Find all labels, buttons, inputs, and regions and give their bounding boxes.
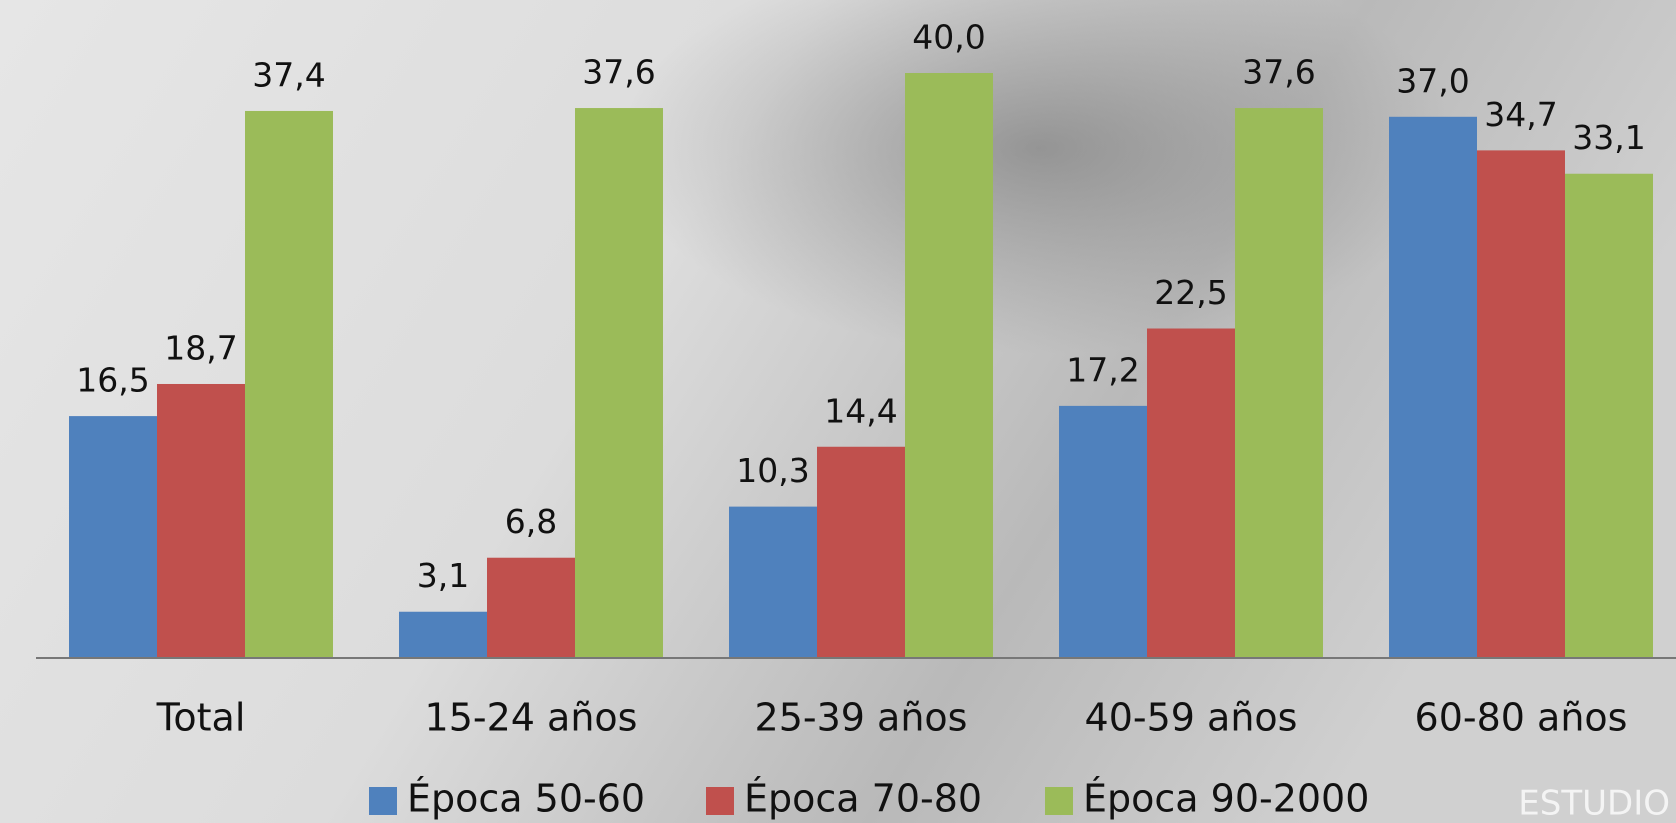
bar — [245, 110, 333, 657]
bar — [1059, 405, 1147, 657]
value-label: 33,1 — [1572, 118, 1645, 157]
legend-swatch — [369, 787, 397, 815]
bar — [1389, 116, 1477, 658]
legend-swatch — [1045, 787, 1073, 815]
bar — [575, 108, 663, 658]
legend-label: Época 90-2000 — [1083, 777, 1369, 821]
x-tick-label: 25-39 años — [755, 696, 968, 740]
value-label: 16,5 — [76, 361, 149, 400]
value-label: 40,0 — [912, 18, 985, 57]
x-tick-label: 15-24 años — [425, 696, 638, 740]
value-label: 37,6 — [1242, 53, 1315, 92]
value-label: 37,6 — [582, 53, 655, 92]
x-tick-label: Total — [156, 696, 246, 740]
x-tick-label: 60-80 años — [1415, 696, 1628, 740]
value-label: 37,0 — [1396, 61, 1469, 100]
value-label: 34,7 — [1484, 95, 1557, 134]
value-label: 22,5 — [1154, 273, 1227, 312]
bar — [157, 383, 245, 657]
bar — [69, 416, 157, 657]
value-label: 10,3 — [736, 451, 809, 490]
bar — [905, 73, 993, 657]
bar — [1147, 328, 1235, 657]
x-tick-label: 40-59 años — [1085, 696, 1298, 740]
bar — [729, 506, 817, 657]
value-label: 37,4 — [252, 55, 325, 94]
bar — [399, 611, 487, 657]
bar — [1477, 150, 1565, 657]
bar — [1565, 173, 1653, 658]
bar — [1235, 108, 1323, 658]
value-label: 18,7 — [164, 328, 237, 367]
legend-label: Época 70-80 — [744, 777, 982, 821]
value-label: 3,1 — [417, 556, 469, 595]
legend-label: Época 50-60 — [407, 777, 645, 821]
bar — [817, 446, 905, 657]
watermark: ESTUDIO — [1518, 784, 1670, 823]
value-label: 17,2 — [1066, 350, 1139, 389]
value-label: 14,4 — [824, 391, 897, 430]
value-label: 6,8 — [505, 502, 557, 541]
legend-swatch — [706, 787, 734, 815]
bar — [487, 557, 575, 657]
